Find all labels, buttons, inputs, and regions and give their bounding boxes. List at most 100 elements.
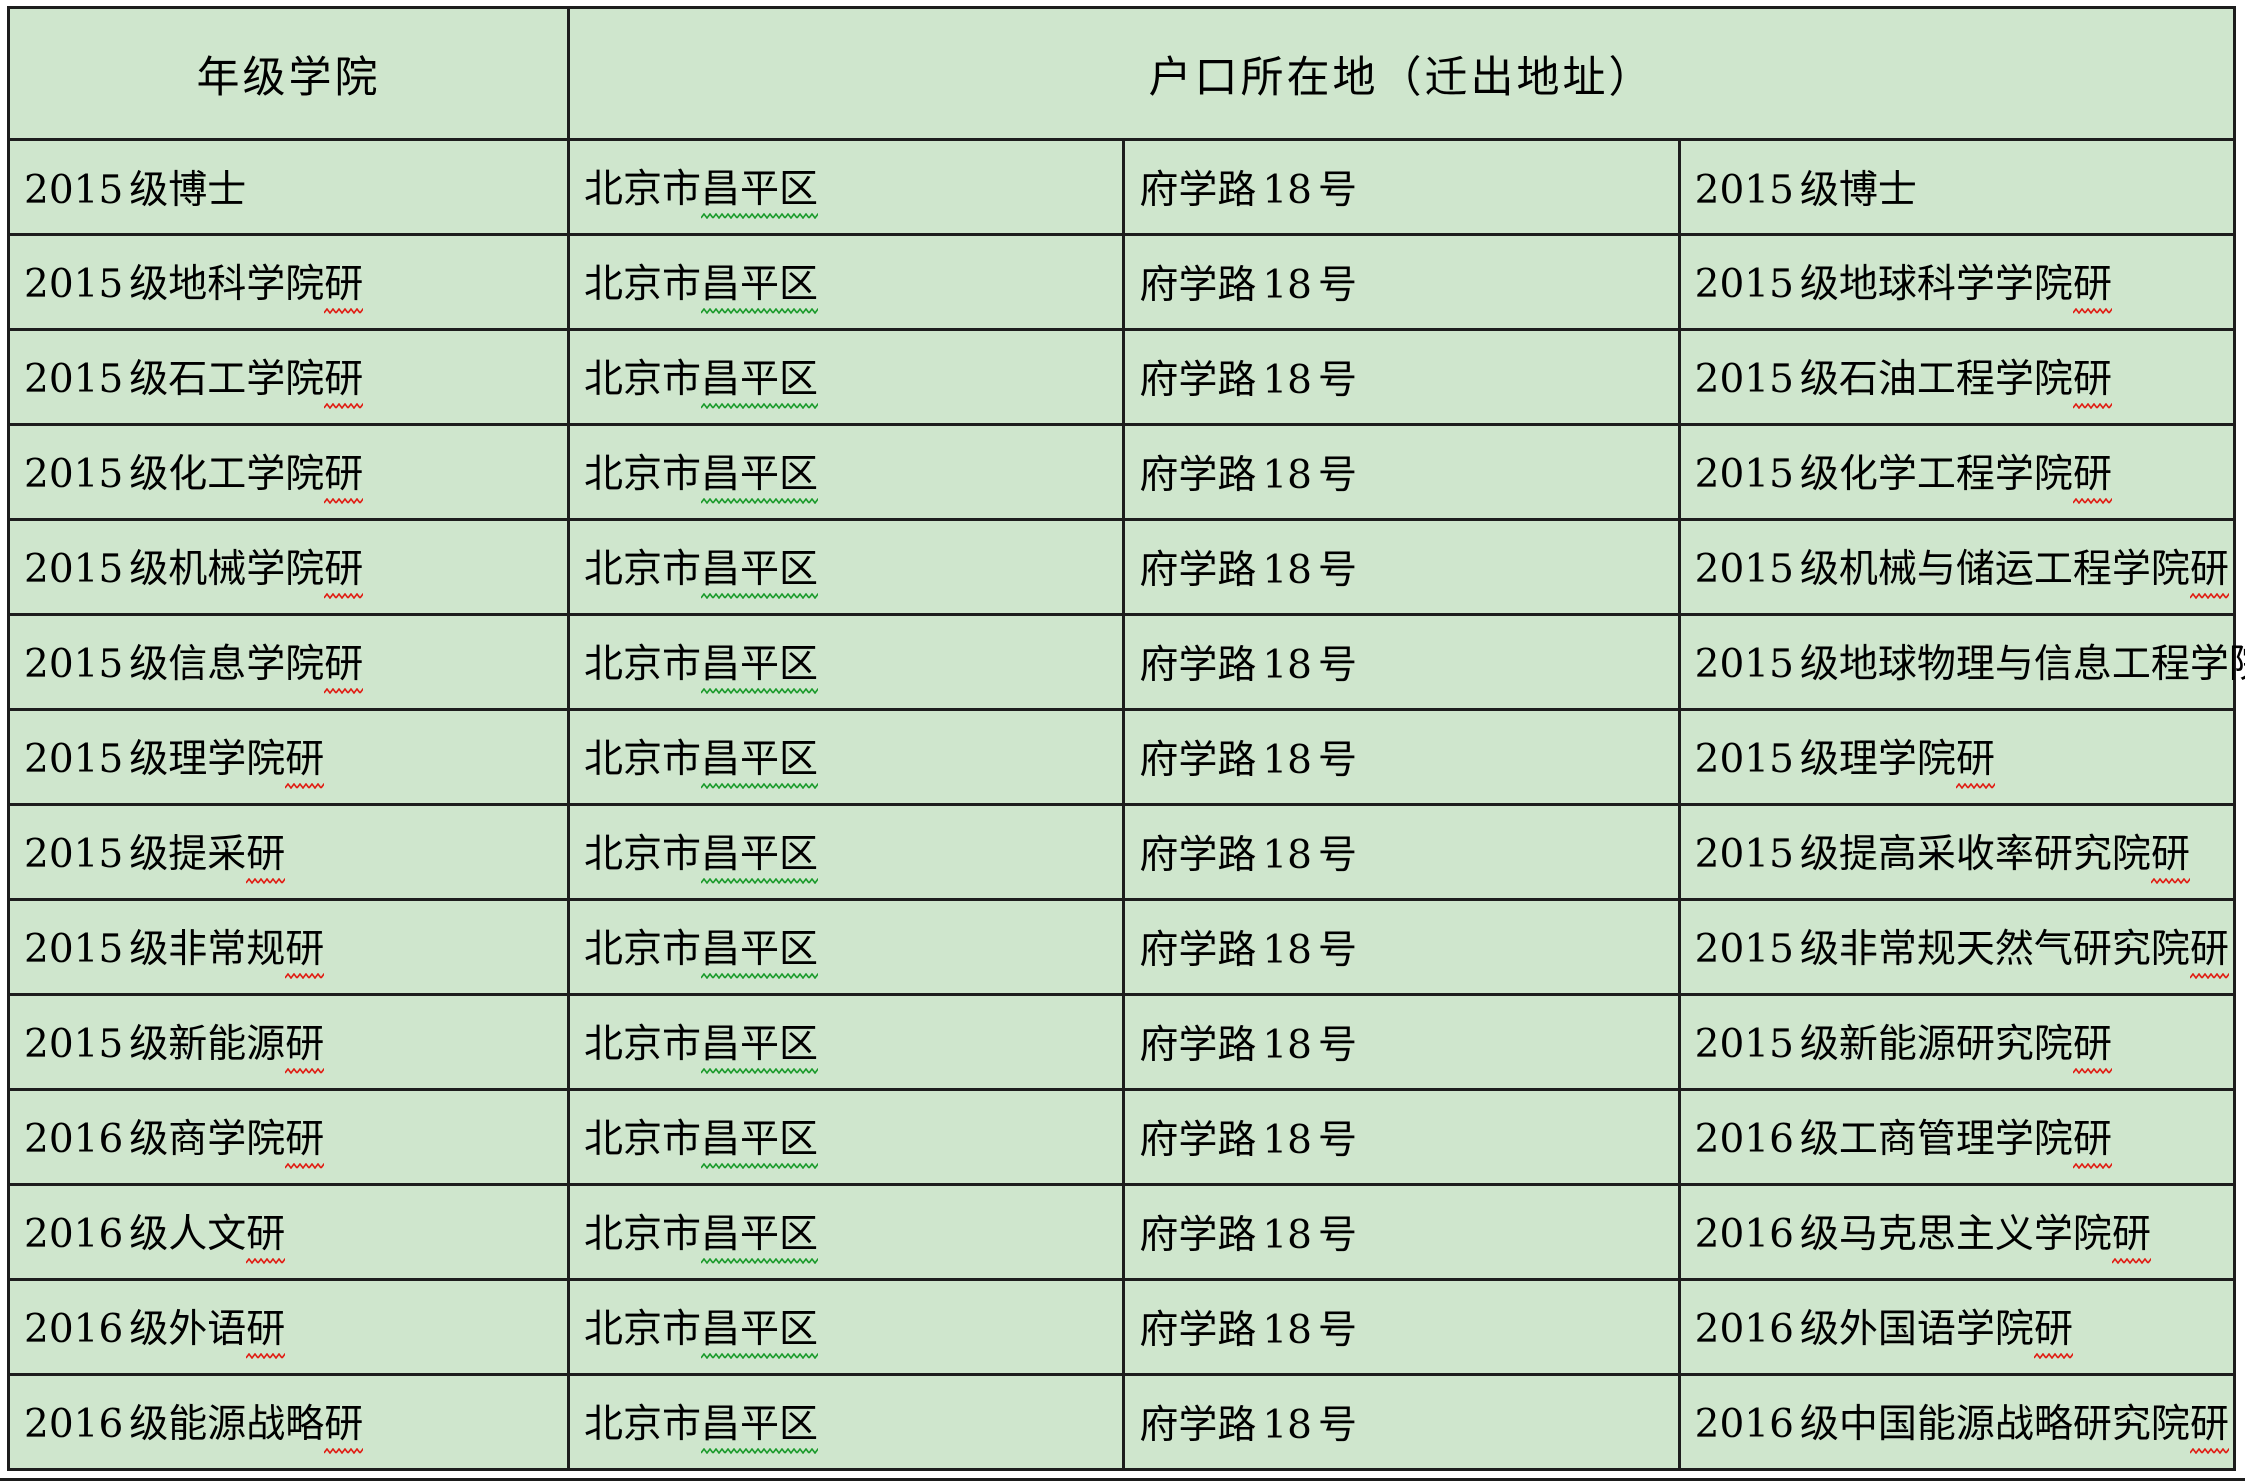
street-road: 府学路 <box>1139 1308 1257 1353</box>
table-row: 2015 级地科学院研 北京市昌平区 府学路 18 号 2015 级地球科学学院研 <box>7 233 2237 331</box>
cell-grade-college: 2015 级理学院研 <box>7 708 570 806</box>
spellcheck-green-underline: 昌平区 <box>701 443 819 504</box>
college-short-name: 级石工学院 <box>129 357 325 402</box>
cell-grade-college: 2015 级石工学院研 <box>7 328 570 426</box>
college-full-name: 级提高采收率研究院 <box>1799 832 2151 877</box>
cell-city-district: 北京市昌平区 <box>566 1183 1126 1281</box>
street-unit: 号 <box>1317 928 1357 973</box>
cell-street-address: 府学路 18 号 <box>1122 518 1681 616</box>
college-full-name: 级机械与储运工程学院 <box>1799 547 2190 592</box>
cell-full-college-name: 2015 级新能源研究院研 <box>1677 993 2237 1091</box>
college-short-name: 级提采 <box>129 832 247 877</box>
cell-full-college-name: 2016 级中国能源战略研究院研 <box>1677 1373 2237 1471</box>
grade-year-full: 2015 <box>1694 927 1794 972</box>
college-short-name: 级商学院 <box>129 1117 286 1162</box>
grade-year: 2015 <box>24 357 124 402</box>
table-row: 2015 级化工学院研 北京市昌平区 府学路 18 号 2015 级化学工程学院研 <box>7 423 2237 521</box>
cell-street-address: 府学路 18 号 <box>1122 898 1681 996</box>
street-road: 府学路 <box>1139 1213 1257 1258</box>
table-row: 2015 级非常规研 北京市昌平区 府学路 18 号 2015 级非常规天然气研究院研 <box>7 898 2237 996</box>
spellcheck-green-underline: 昌平区 <box>701 823 819 884</box>
city-name: 北京市 <box>584 927 702 972</box>
cell-street-address: 府学路 18 号 <box>1122 1373 1681 1471</box>
street-road: 府学路 <box>1139 358 1257 403</box>
grade-year: 2015 <box>24 832 124 877</box>
college-full-name: 级地球物理与信息工程学院 <box>1799 642 2245 687</box>
cell-grade-college: 2015 级博士 <box>7 138 570 236</box>
city-name: 北京市 <box>584 832 702 877</box>
college-short-name: 级信息学院 <box>129 642 325 687</box>
college-full-name: 级中国能源战略研究院 <box>1799 1402 2190 1447</box>
college-full-name: 级马克思主义学院 <box>1799 1212 2112 1257</box>
spellcheck-red-underline: 研 <box>246 823 286 884</box>
table-row: 2015 级提采研 北京市昌平区 府学路 18 号 2015 级提高采收率研究院研 <box>7 803 2237 901</box>
cell-full-college-name: 2016 级工商管理学院研 <box>1677 1088 2237 1186</box>
city-name: 北京市 <box>584 642 702 687</box>
street-number: 18 <box>1262 1213 1312 1258</box>
street-unit: 号 <box>1317 1308 1357 1353</box>
spellcheck-red-underline: 研 <box>2072 348 2112 409</box>
spellcheck-red-underline: 研 <box>1955 728 1995 789</box>
cell-full-college-name: 2015级地球物理与信息工程学院研 <box>1677 613 2245 711</box>
college-short-name: 级地科学院 <box>129 262 325 307</box>
spellcheck-green-underline: 昌平区 <box>701 1108 819 1169</box>
cell-full-college-name: 2016 级外国语学院研 <box>1677 1278 2237 1376</box>
registration-table: 年级学院 户口所在地（迁出地址） 2015 级博士 北京市昌平区 府学路 18 号 2015… <box>7 6 2245 1471</box>
street-unit: 号 <box>1317 833 1357 878</box>
cell-full-college-name: 2015 级石油工程学院研 <box>1677 328 2237 426</box>
street-unit: 号 <box>1317 548 1357 593</box>
grade-year-full: 2015 <box>1694 452 1794 497</box>
cell-street-address: 府学路 18 号 <box>1122 1088 1681 1186</box>
page-bottom-rule <box>0 1478 2245 1481</box>
grade-year-full: 2015 <box>1694 262 1794 307</box>
spellcheck-red-underline: 研 <box>246 1298 286 1359</box>
city-name: 北京市 <box>584 262 702 307</box>
cell-grade-college: 2015 级机械学院研 <box>7 518 570 616</box>
cell-city-district: 北京市昌平区 <box>566 1278 1126 1376</box>
city-name: 北京市 <box>584 1117 702 1162</box>
grade-year: 2016 <box>24 1117 124 1162</box>
spellcheck-red-underline: 研 <box>2072 1108 2112 1169</box>
cell-grade-college: 2015 级信息学院研 <box>7 613 570 711</box>
cell-city-district: 北京市昌平区 <box>566 993 1126 1091</box>
cell-grade-college: 2015 级提采研 <box>7 803 570 901</box>
spellcheck-red-underline: 研 <box>2111 1203 2151 1264</box>
street-number: 18 <box>1262 1118 1312 1163</box>
header-cell-household-address: 户口所在地（迁出地址） <box>567 6 2236 141</box>
spellcheck-red-underline: 研 <box>324 1393 364 1454</box>
street-unit: 号 <box>1317 358 1357 403</box>
cell-grade-college: 2015 级新能源研 <box>7 993 570 1091</box>
grade-year: 2015 <box>24 452 124 497</box>
college-full-name: 级理学院 <box>1799 737 1956 782</box>
table-row: 2015 级理学院研 北京市昌平区 府学路 18 号 2015 级理学院研 <box>7 708 2237 806</box>
spellcheck-red-underline: 研 <box>2033 1298 2073 1359</box>
spellcheck-red-underline: 研 <box>285 1108 325 1169</box>
spellcheck-red-underline: 研 <box>2189 918 2229 979</box>
cell-grade-college: 2016 级能源战略研 <box>7 1373 570 1471</box>
street-unit: 号 <box>1317 453 1357 498</box>
street-road: 府学路 <box>1139 1023 1257 1068</box>
cell-grade-college: 2016 级外语研 <box>7 1278 570 1376</box>
cell-grade-college: 2015 级化工学院研 <box>7 423 570 521</box>
college-full-name: 级新能源研究院 <box>1799 1022 2073 1067</box>
grade-year-full: 2016 <box>1694 1117 1794 1162</box>
spellcheck-red-underline: 研 <box>324 538 364 599</box>
city-name: 北京市 <box>584 452 702 497</box>
grade-year-full: 2015 <box>1694 357 1794 402</box>
street-road: 府学路 <box>1139 168 1257 213</box>
college-full-name: 级石油工程学院 <box>1799 357 2073 402</box>
spellcheck-green-underline: 昌平区 <box>701 1203 819 1264</box>
spellcheck-green-underline: 昌平区 <box>701 158 819 219</box>
spellcheck-red-underline: 研 <box>285 918 325 979</box>
cell-street-address: 府学路 18 号 <box>1122 708 1681 806</box>
cell-full-college-name: 2015 级机械与储运工程学院研 <box>1677 518 2237 616</box>
spellcheck-red-underline: 研 <box>285 1013 325 1074</box>
spellcheck-red-underline: 研 <box>285 728 325 789</box>
street-road: 府学路 <box>1139 643 1257 688</box>
grade-year-full: 2015 <box>1694 832 1794 877</box>
cell-street-address: 府学路 18 号 <box>1122 138 1681 236</box>
city-name: 北京市 <box>584 1402 702 1447</box>
street-number: 18 <box>1262 1403 1312 1448</box>
table-header-row: 年级学院 户口所在地（迁出地址） <box>7 6 2236 141</box>
cell-grade-college: 2015 级地科学院研 <box>7 233 570 331</box>
